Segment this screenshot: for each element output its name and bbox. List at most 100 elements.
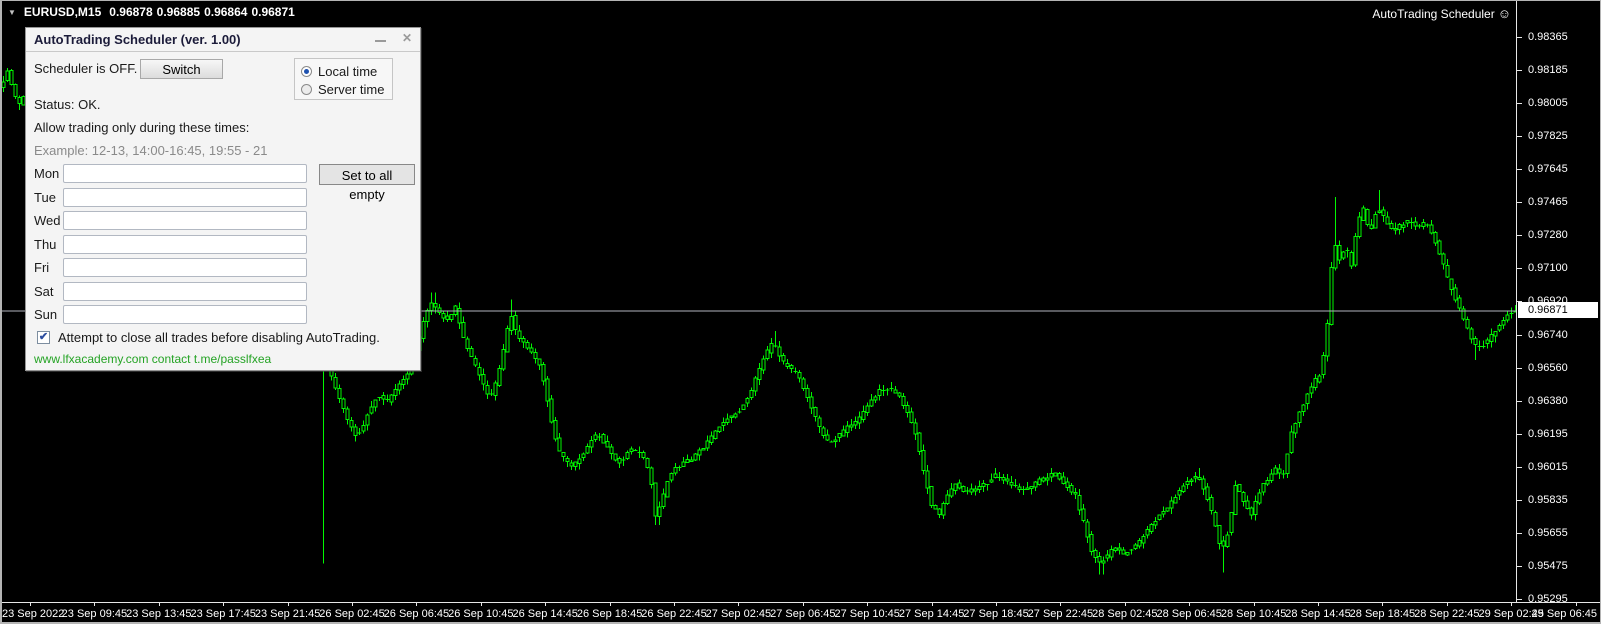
time-label: 28 Sep 18:45 (1349, 608, 1416, 620)
day-row-tue: Tue (26, 187, 420, 209)
day-row-sun: Sun (26, 305, 420, 326)
time-tick (94, 603, 96, 606)
price-tick (1517, 565, 1522, 567)
window-frame (0, 0, 2, 624)
day-label-sun: Sun (34, 307, 58, 322)
close-trades-checkbox-row[interactable]: ✔ Attempt to close all trades before dis… (37, 330, 380, 345)
price-axis[interactable]: 0.98365 0.98185 0.98005 0.97825 0.97645 0.974… (1516, 0, 1601, 605)
switch-button[interactable]: Switch (140, 59, 223, 79)
allow-trading-text: Allow trading only during these times: (34, 120, 250, 135)
time-label: 23 Sep 2022 (2, 608, 65, 620)
day-input-sat[interactable] (63, 281, 307, 301)
dialog-title: AutoTrading Scheduler (ver. 1.00) (34, 32, 241, 47)
time-label: 27 Sep 18:45 (963, 608, 1029, 620)
symbol-name: EURUSD,M15 (23, 5, 102, 19)
status-text: Status: OK. (34, 97, 101, 112)
time-label: 28 Sep 22:45 (1414, 608, 1480, 620)
time-tick (931, 603, 933, 606)
price-tick (1517, 532, 1522, 534)
day-label-sat: Sat (34, 283, 54, 299)
chevron-down-icon[interactable]: ▼ (8, 7, 16, 17)
price-label: 0.96560 (1528, 361, 1568, 374)
price-tick (1517, 235, 1522, 237)
time-label: 28 Sep 06:45 (1156, 608, 1222, 620)
time-label: 26 Sep 22:45 (641, 608, 707, 620)
day-input-wed[interactable] (63, 211, 307, 230)
radio-icon[interactable] (301, 83, 312, 95)
price-label: 0.98185 (1528, 64, 1568, 77)
time-label: 27 Sep 06:45 (770, 608, 836, 620)
quote-high: 0.96885 (156, 5, 201, 19)
time-label: 27 Sep 22:45 (1027, 608, 1094, 620)
time-tick (738, 603, 740, 606)
day-input-sun[interactable] (63, 305, 307, 324)
time-tick (802, 603, 804, 606)
time-tick (1060, 603, 1062, 606)
time-tick (1575, 603, 1577, 606)
example-text: Example: 12-13, 14:00-16:45, 19:55 - 21 (34, 143, 268, 158)
radio-server-time[interactable]: Server time (301, 80, 392, 98)
time-source-radio-group: Local time Server time (294, 58, 393, 100)
day-row-mon: Mon (26, 164, 420, 185)
price-label: 0.96740 (1528, 328, 1568, 341)
time-label: 29 Sep 02:45 (1478, 608, 1544, 620)
day-input-tue[interactable] (63, 187, 307, 207)
time-label: 28 Sep 02:45 (1092, 608, 1158, 620)
footer-link[interactable]: www.lfxacademy.com contact t.me/passlfxe… (34, 352, 272, 366)
time-tick (867, 603, 869, 606)
day-label-wed: Wed (34, 213, 61, 228)
time-label: 26 Sep 02:45 (319, 608, 385, 620)
price-tick (1517, 334, 1522, 336)
price-tick (1517, 103, 1522, 105)
day-input-fri[interactable] (63, 258, 307, 277)
day-row-thu: Thu (26, 234, 420, 256)
price-tick (1517, 301, 1522, 303)
day-row-sat: Sat (26, 281, 420, 303)
quote-close: 0.96871 (251, 5, 295, 19)
price-label: 0.97645 (1528, 163, 1568, 176)
day-row-fri: Fri (26, 258, 420, 279)
time-tick (352, 603, 353, 606)
time-tick (609, 603, 611, 606)
time-tick (158, 603, 160, 606)
smiley-icon: ☺ (1497, 6, 1511, 21)
close-icon[interactable]: ✕ (401, 31, 412, 45)
time-tick (1382, 603, 1384, 606)
time-tick (996, 603, 997, 606)
time-tick (1253, 603, 1255, 606)
time-tick (480, 603, 482, 606)
price-label: 0.97280 (1528, 229, 1568, 242)
time-tick (30, 603, 31, 606)
price-label: 0.97465 (1528, 196, 1568, 209)
set-to-all-empty-button[interactable]: Set to all empty (319, 164, 415, 202)
chart-symbol-overlay: ▼ EURUSD,M15 0.96878 0.96885 0.96864 0.9… (8, 5, 295, 19)
time-tick (223, 603, 225, 606)
time-label: 27 Sep 10:45 (834, 608, 900, 620)
radio-icon[interactable] (301, 65, 312, 77)
price-tick (1517, 202, 1522, 204)
price-tick (1517, 599, 1522, 601)
price-label: 0.96380 (1528, 394, 1568, 407)
checkbox-icon[interactable]: ✔ (37, 331, 50, 344)
day-input-mon[interactable] (63, 164, 307, 183)
indicator-name-overlay: AutoTrading Scheduler ☺ (1372, 7, 1511, 21)
time-tick (1318, 603, 1319, 606)
time-axis-border (0, 602, 1601, 603)
time-label: 26 Sep 14:45 (512, 608, 578, 620)
dialog-title-bar[interactable]: AutoTrading Scheduler (ver. 1.00) ✕ (26, 28, 420, 52)
window-frame (0, 0, 1601, 1)
price-tick (1517, 400, 1522, 402)
price-tick (1517, 37, 1522, 38)
day-label-fri: Fri (34, 260, 50, 275)
price-label: 0.97825 (1528, 130, 1568, 143)
day-label-mon: Mon (34, 166, 60, 181)
radio-local-time[interactable]: Local time (301, 62, 392, 80)
day-label-thu: Thu (34, 236, 57, 252)
time-label: 27 Sep 02:45 (705, 608, 772, 620)
day-input-thu[interactable] (63, 234, 307, 254)
time-label: 26 Sep 18:45 (576, 608, 643, 620)
time-axis[interactable]: 23 Sep 2022 23 Sep 09:45 23 Sep 13:45 23 Se… (0, 602, 1601, 624)
price-tick (1517, 268, 1522, 270)
minimize-icon[interactable] (375, 40, 386, 42)
